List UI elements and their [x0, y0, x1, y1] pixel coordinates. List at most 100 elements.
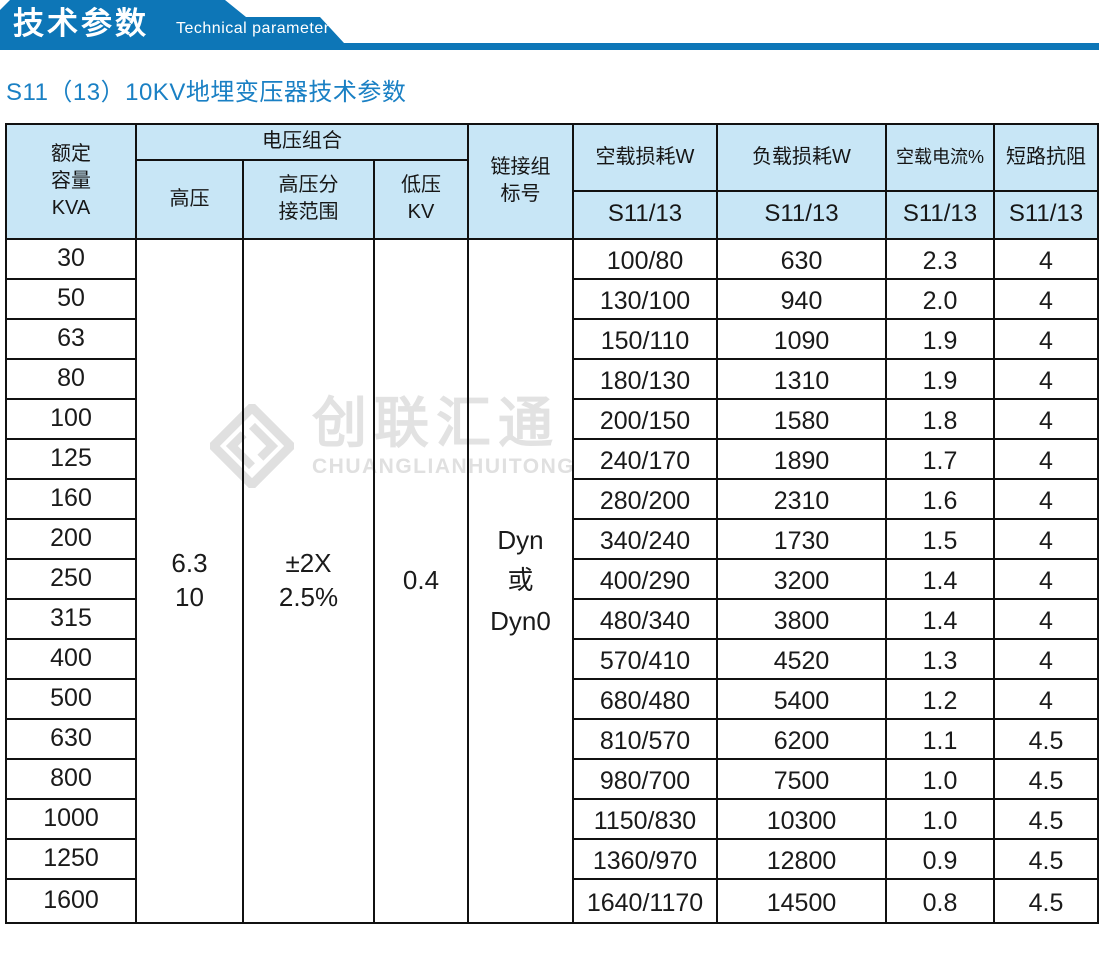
cell-rated-capacity: 250 [7, 559, 137, 600]
cell-no-load-current: 1.7 [887, 439, 995, 480]
cell-no-load-loss: 1150/830 [574, 799, 718, 840]
cell-no-load-loss: 130/100 [574, 279, 718, 320]
cell-impedance: 4 [995, 599, 1099, 640]
page-title: S11（13）10KV地埋变压器技术参数 [6, 79, 407, 106]
cell-impedance: 4 [995, 279, 1099, 320]
cell-no-load-current: 1.6 [887, 479, 995, 520]
cell-no-load-loss: 810/570 [574, 719, 718, 760]
cell-rated-capacity: 30 [7, 239, 137, 280]
cell-rated-capacity: 80 [7, 359, 137, 400]
cell-no-load-current: 0.9 [887, 839, 995, 880]
cell-no-load-current: 2.3 [887, 239, 995, 280]
cell-no-load-current: 1.3 [887, 639, 995, 680]
cell-no-load-loss: 280/200 [574, 479, 718, 520]
cell-impedance: 4.5 [995, 839, 1099, 880]
cell-load-loss: 3200 [718, 559, 887, 600]
header-vector-group: 链接组 标号 [469, 124, 574, 240]
cell-low-voltage-merged: 0.4 [375, 239, 469, 924]
cell-rated-capacity: 1000 [7, 799, 137, 840]
cell-rated-capacity: 500 [7, 679, 137, 720]
header-no-load-loss: 空载损耗W [574, 124, 718, 192]
header-rated-capacity: 额定 容量 KVA [7, 124, 137, 240]
cell-impedance: 4 [995, 439, 1099, 480]
cell-no-load-loss: 400/290 [574, 559, 718, 600]
cell-no-load-current: 1.9 [887, 319, 995, 360]
cell-no-load-current: 0.8 [887, 879, 995, 924]
subheader-series-no-load-loss: S11/13 [574, 191, 718, 240]
cell-load-loss: 10300 [718, 799, 887, 840]
cell-load-loss: 12800 [718, 839, 887, 880]
cell-load-loss: 5400 [718, 679, 887, 720]
subheader-series-impedance: S11/13 [995, 191, 1099, 240]
subheader-series-no-load-current: S11/13 [887, 191, 995, 240]
cell-no-load-loss: 1360/970 [574, 839, 718, 880]
cell-vector-group-merged: Dyn 或 Dyn0 [469, 239, 574, 924]
cell-load-loss: 6200 [718, 719, 887, 760]
cell-rated-capacity: 400 [7, 639, 137, 680]
cell-load-loss: 1730 [718, 519, 887, 560]
header-no-load-current: 空载电流% [887, 124, 995, 192]
header-low-voltage: 低压 KV [375, 160, 469, 240]
cell-load-loss: 7500 [718, 759, 887, 800]
cell-no-load-current: 1.2 [887, 679, 995, 720]
cell-rated-capacity: 200 [7, 519, 137, 560]
cell-no-load-current: 1.4 [887, 599, 995, 640]
cell-no-load-loss: 480/340 [574, 599, 718, 640]
cell-rated-capacity: 63 [7, 319, 137, 360]
cell-impedance: 4 [995, 319, 1099, 360]
cell-impedance: 4.5 [995, 719, 1099, 760]
cell-impedance: 4.5 [995, 759, 1099, 800]
cell-no-load-current: 1.4 [887, 559, 995, 600]
cell-load-loss: 2310 [718, 479, 887, 520]
cell-load-loss: 940 [718, 279, 887, 320]
cell-no-load-current: 2.0 [887, 279, 995, 320]
cell-impedance: 4.5 [995, 799, 1099, 840]
cell-no-load-current: 1.0 [887, 799, 995, 840]
cell-tap-range-merged: ±2X 2.5% [244, 239, 375, 924]
header-high-voltage: 高压 [137, 160, 244, 240]
cell-load-loss: 3800 [718, 599, 887, 640]
cell-no-load-loss: 1640/1170 [574, 879, 718, 924]
cell-no-load-loss: 340/240 [574, 519, 718, 560]
cell-high-voltage-merged: 6.3 10 [137, 239, 244, 924]
cell-load-loss: 1890 [718, 439, 887, 480]
cell-no-load-loss: 100/80 [574, 239, 718, 280]
cell-impedance: 4 [995, 239, 1099, 280]
cell-impedance: 4.5 [995, 879, 1099, 924]
cell-no-load-current: 1.1 [887, 719, 995, 760]
cell-no-load-current: 1.0 [887, 759, 995, 800]
cell-impedance: 4 [995, 639, 1099, 680]
parameters-table: 额定 容量 KVA 电压组合 高压 高压分 接范围 低压 KV 链接组 标号 空… [5, 122, 1099, 924]
cell-no-load-loss: 240/170 [574, 439, 718, 480]
banner-title-en: Technical parameter [176, 20, 330, 37]
cell-rated-capacity: 160 [7, 479, 137, 520]
cell-rated-capacity: 315 [7, 599, 137, 640]
cell-no-load-current: 1.8 [887, 399, 995, 440]
cell-no-load-current: 1.5 [887, 519, 995, 560]
cell-impedance: 4 [995, 519, 1099, 560]
cell-rated-capacity: 1250 [7, 839, 137, 880]
cell-rated-capacity: 1600 [7, 879, 137, 924]
cell-impedance: 4 [995, 679, 1099, 720]
cell-no-load-loss: 150/110 [574, 319, 718, 360]
cell-no-load-loss: 570/410 [574, 639, 718, 680]
cell-load-loss: 1310 [718, 359, 887, 400]
cell-load-loss: 4520 [718, 639, 887, 680]
cell-impedance: 4 [995, 359, 1099, 400]
header-load-loss: 负载损耗W [718, 124, 887, 192]
cell-no-load-loss: 980/700 [574, 759, 718, 800]
cell-impedance: 4 [995, 479, 1099, 520]
cell-no-load-loss: 200/150 [574, 399, 718, 440]
cell-load-loss: 1090 [718, 319, 887, 360]
cell-no-load-loss: 680/480 [574, 679, 718, 720]
banner-title-zh: 技术参数 [13, 6, 149, 41]
cell-impedance: 4 [995, 559, 1099, 600]
cell-no-load-loss: 180/130 [574, 359, 718, 400]
cell-rated-capacity: 50 [7, 279, 137, 320]
header-voltage-group: 电压组合 [137, 124, 469, 161]
cell-rated-capacity: 125 [7, 439, 137, 480]
cell-rated-capacity: 630 [7, 719, 137, 760]
header-impedance: 短路抗阻 [995, 124, 1099, 192]
header-hv-tap-range: 高压分 接范围 [244, 160, 375, 240]
cell-load-loss: 1580 [718, 399, 887, 440]
